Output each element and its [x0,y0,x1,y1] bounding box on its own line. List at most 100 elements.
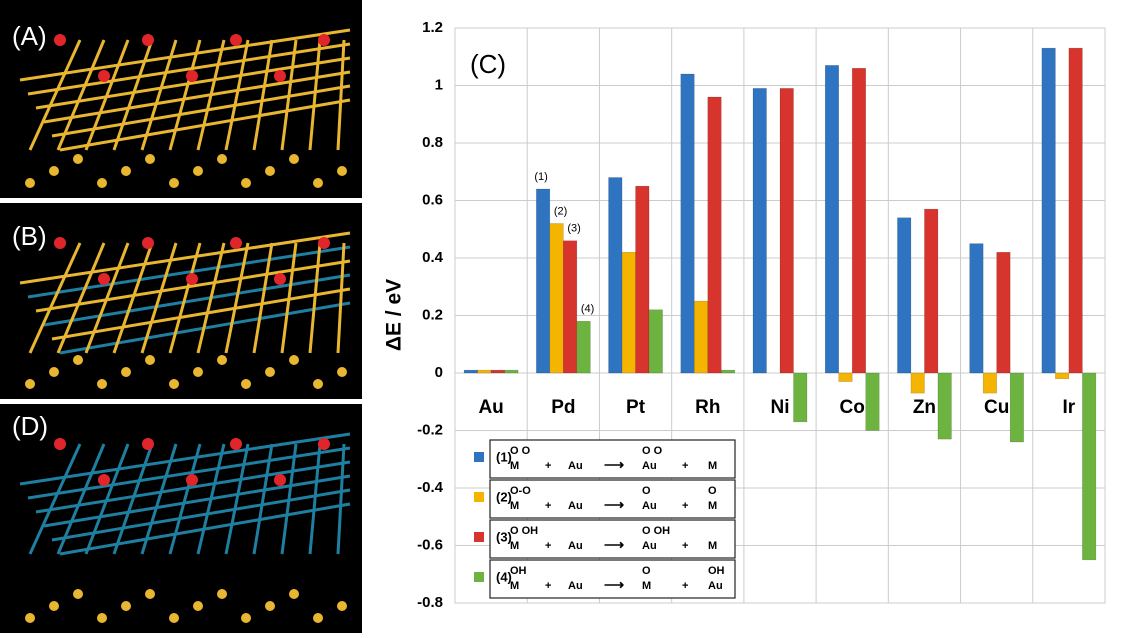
scheme-text: Au [642,500,657,512]
atom [193,367,203,377]
adsorbate [230,34,242,46]
bar [897,218,911,373]
bar [753,88,767,373]
bar [622,252,636,373]
bar [636,186,650,373]
scheme-superscript: O O [510,445,531,457]
bar [708,97,722,373]
data-label: (2) [554,205,567,217]
bar [1010,373,1024,442]
atom [145,355,155,365]
y-tick-label: 0.6 [422,191,443,208]
scheme-text: ⟶ [604,537,624,553]
y-tick-label: 0.2 [422,306,443,323]
atom [313,178,323,188]
atom [169,613,179,623]
atom [217,355,227,365]
scheme-superscript: O [642,565,651,577]
scheme-superscript: O-O [510,485,531,497]
scheme-text: + [682,540,688,552]
panel-label: (A) [12,21,47,51]
adsorbate [54,438,66,450]
atom [97,178,107,188]
bar [825,65,839,373]
bar [577,321,591,373]
adsorbate [318,237,330,249]
adsorbate [54,34,66,46]
data-label: (4) [581,303,594,315]
adsorbate [54,237,66,249]
atom [121,601,131,611]
legend-swatch [474,492,484,502]
scheme-superscript: OH [708,565,725,577]
scheme-text: M [642,580,651,592]
atom [49,166,59,176]
x-tick-label: Cu [984,397,1009,418]
bar [911,373,925,393]
scheme-text: M [708,500,717,512]
atom [169,178,179,188]
atom [73,589,83,599]
atom [49,367,59,377]
scheme-text: M [510,460,519,472]
x-tick-label: Co [840,397,865,418]
atom [289,355,299,365]
scheme-text: + [545,540,551,552]
scheme-superscript: O [708,485,717,497]
data-label: (3) [567,223,580,235]
y-tick-label: 1 [435,76,443,93]
bar [464,370,478,373]
adsorbate [230,438,242,450]
atom [97,613,107,623]
x-tick-label: Ir [1063,397,1076,418]
atom [73,355,83,365]
adsorbate [142,34,154,46]
scheme-text: + [545,460,551,472]
atom [337,166,347,176]
y-tick-label: -0.2 [417,421,443,438]
scheme-text: Au [568,540,583,552]
y-tick-label: -0.6 [417,536,443,553]
atom [289,154,299,164]
bar [1055,373,1069,379]
scheme-superscript: O OH [642,525,670,537]
scheme-text: Au [642,540,657,552]
scheme-text: Au [568,500,583,512]
y-tick-label: 0 [435,364,443,381]
atom [337,601,347,611]
adsorbate [318,438,330,450]
y-tick-label: 1.2 [422,19,443,36]
atom [265,166,275,176]
bar [852,68,866,373]
scheme-superscript: O [642,485,651,497]
bar [1042,48,1056,373]
panel-label: (B) [12,221,47,251]
atom [265,601,275,611]
legend-swatch [474,532,484,542]
chart-panel-label: (C) [470,49,506,79]
adsorbate [230,237,242,249]
adsorbate [142,237,154,249]
scheme-text: M [510,500,519,512]
atom [145,589,155,599]
x-tick-label: Rh [695,397,720,418]
x-tick-label: Au [478,397,503,418]
bar [1069,48,1083,373]
x-tick-label: Zn [913,397,936,418]
scheme-text: Au [708,580,723,592]
atom [145,154,155,164]
y-axis-label: ΔE / eV [383,279,406,351]
atom [289,589,299,599]
x-tick-label: Ni [771,397,790,418]
bar [938,373,952,439]
scheme-text: M [708,540,717,552]
panel-label: (D) [12,411,48,441]
bar [550,224,564,374]
atom [73,154,83,164]
scheme-text: + [682,460,688,472]
atom [217,154,227,164]
bar [681,74,695,373]
adsorbate [142,438,154,450]
scheme-text: M [510,580,519,592]
atom [217,589,227,599]
